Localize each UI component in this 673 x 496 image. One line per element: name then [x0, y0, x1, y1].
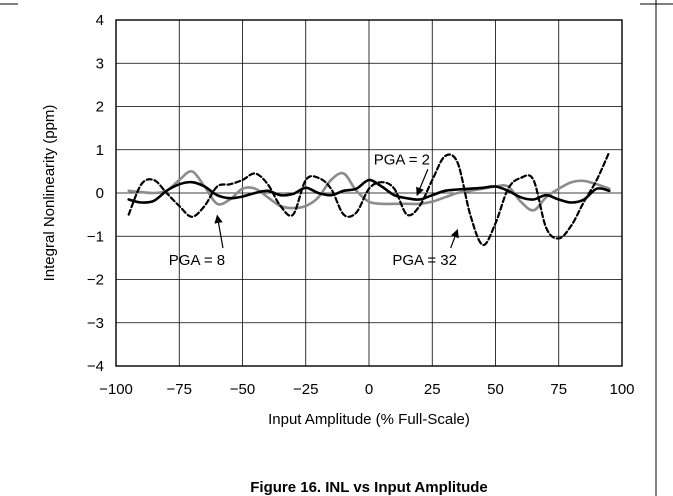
- x-tick-label: −25: [293, 381, 318, 398]
- figure-caption: Figure 16. INL vs Input Amplitude: [250, 479, 488, 496]
- x-tick-label: 50: [487, 381, 504, 398]
- annotation-arrow-pga-8: [214, 214, 224, 249]
- series-line-pga-2: [127, 178, 611, 204]
- annotation-pga-2: PGA = 2: [374, 151, 430, 168]
- series-line-pga-8: [127, 170, 611, 212]
- y-tick-label: −3: [87, 315, 104, 332]
- x-tick-label: −50: [230, 381, 255, 398]
- annotation-pga-32: PGA = 32: [392, 252, 457, 269]
- x-tick-label: −100: [99, 381, 133, 398]
- y-tick-label: 1: [96, 142, 104, 159]
- y-tick-label: 2: [96, 99, 104, 116]
- y-tick-label: −1: [87, 228, 104, 245]
- chart-grid: [115, 19, 623, 367]
- tick-labels: −100 −75 −50 −25 0 25 50 75 100 −4 −3 −2 −1 0 1 2 3 4: [87, 12, 635, 398]
- y-axis-title: Integral Nonlinearity (ppm): [41, 105, 58, 282]
- x-tick-label: 25: [424, 381, 441, 398]
- series-layer: [127, 150, 611, 246]
- y-tick-label: 3: [96, 55, 104, 72]
- annotation-arrow-pga-2: [416, 169, 429, 196]
- x-tick-label: 100: [609, 381, 634, 398]
- x-tick-label: 0: [365, 381, 373, 398]
- x-tick-label: −75: [167, 381, 192, 398]
- annotations-layer: PGA = 2 PGA = 8 PGA = 32: [169, 151, 459, 269]
- y-tick-label: 4: [96, 12, 104, 29]
- y-tick-label: −4: [87, 358, 104, 375]
- y-tick-label: 0: [96, 185, 104, 202]
- y-tick-label: −2: [87, 272, 104, 289]
- annotation-pga-8: PGA = 8: [169, 252, 225, 269]
- annotation-arrow-pga-32: [450, 228, 459, 249]
- x-axis-title: Input Amplitude (% Full-Scale): [268, 411, 470, 428]
- series-line-pga-32: [127, 150, 611, 246]
- plot-area-frame: [115, 19, 623, 367]
- x-tick-label: 75: [550, 381, 567, 398]
